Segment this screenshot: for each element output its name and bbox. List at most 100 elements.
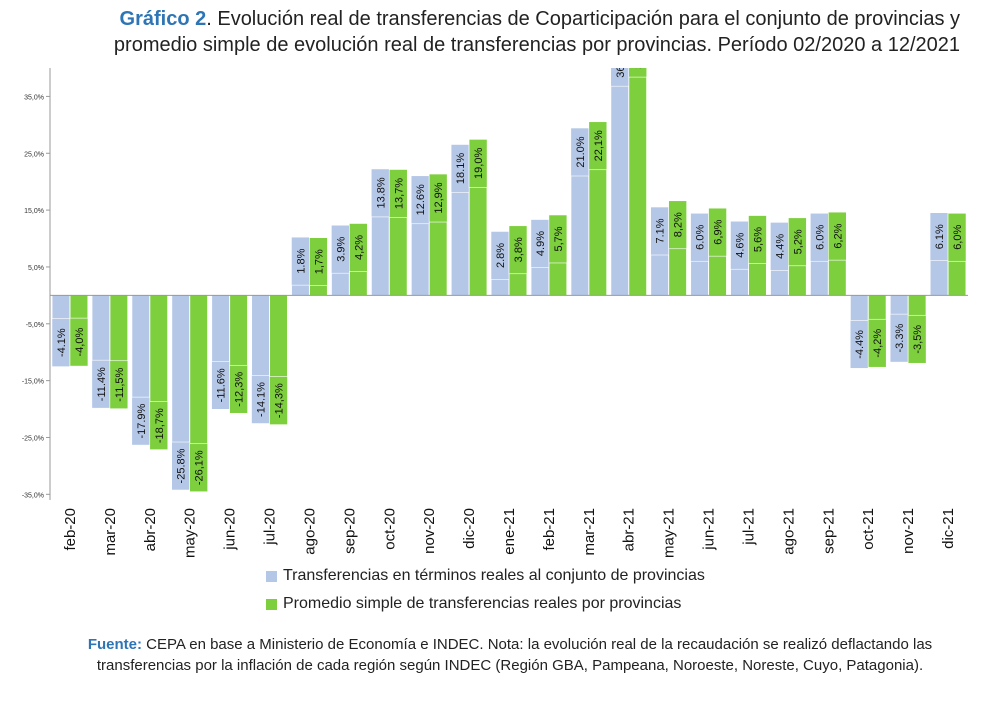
x-tick-label: sep-20 — [341, 508, 358, 554]
data-label-series-2: 8,2% — [673, 212, 685, 237]
data-label-series-1: 1.8% — [295, 248, 307, 273]
bar-series-2 — [349, 271, 367, 296]
bar-series-1 — [172, 295, 190, 443]
data-label-series-1: 36.8% — [615, 68, 627, 78]
bar-series-1 — [651, 255, 669, 296]
data-label-series-2: -12,3% — [234, 372, 246, 407]
data-label-box-series-2 — [867, 318, 887, 368]
data-label-box-series-2 — [349, 223, 368, 272]
legend-item-series-1: Transferencias en términos reales al con… — [266, 562, 705, 590]
source-text: CEPA en base a Ministerio de Economía e … — [96, 636, 933, 674]
chart-legend: Transferencias en términos reales al con… — [266, 562, 705, 618]
bar-series-2 — [110, 295, 128, 361]
data-label-box-series-2 — [508, 225, 528, 275]
data-label-box-series-2 — [668, 200, 687, 250]
legend-swatch-series-2 — [266, 598, 277, 610]
bar-series-2 — [868, 295, 886, 320]
y-tick-label: 25,0% — [24, 151, 44, 158]
data-label-series-2: 5,2% — [792, 229, 804, 254]
bar-series-1 — [611, 86, 629, 296]
bar-series-2 — [948, 261, 966, 296]
bar-series-1 — [730, 269, 748, 296]
bar-series-1 — [52, 295, 70, 319]
bar-series-2 — [549, 262, 567, 296]
bar-series-1 — [770, 270, 788, 296]
data-label-box-series-2 — [788, 217, 807, 267]
data-label-series-1: -4.4% — [854, 330, 866, 359]
x-tick-label: nov-20 — [421, 508, 438, 554]
data-label-series-2: 4,2% — [353, 235, 365, 260]
bar-series-1 — [571, 176, 589, 296]
y-tick-label: -15,0% — [22, 379, 44, 386]
x-tick-label: feb-20 — [62, 508, 79, 551]
data-label-series-1: 18.1% — [455, 153, 467, 184]
bar-series-1 — [850, 295, 868, 321]
x-tick-label: abr-21 — [621, 508, 638, 551]
data-label-box-series-2 — [907, 314, 927, 364]
x-tick-label: nov-21 — [900, 508, 917, 554]
data-label-series-1: 13.8% — [375, 177, 387, 208]
data-label-series-2: 5,6% — [752, 227, 764, 252]
source-label: Fuente: — [87, 636, 142, 653]
data-label-series-2: -11,5% — [114, 368, 126, 402]
x-tick-label: jul-21 — [740, 508, 757, 546]
bar-series-1 — [92, 295, 110, 361]
data-label-box-series-2 — [388, 169, 408, 218]
bar-series-1 — [531, 267, 549, 296]
bar-series-2 — [270, 295, 288, 377]
bar-series-1 — [371, 216, 389, 296]
data-label-box-series-2 — [947, 212, 967, 262]
data-label-box-series-2 — [828, 211, 847, 261]
data-label-box-series-2 — [269, 376, 288, 425]
data-label-box-series-2 — [468, 139, 488, 188]
source-note: Fuente: CEPA en base a Ministerio de Eco… — [70, 634, 950, 676]
bar-series-2 — [788, 265, 806, 296]
bar-series-2 — [190, 295, 208, 444]
x-tick-label: jun-21 — [701, 508, 718, 551]
bar-series-2 — [908, 295, 926, 316]
x-tick-label: jul-20 — [262, 508, 279, 546]
bar-series-1 — [132, 295, 150, 398]
data-label-series-1: -11.4% — [96, 367, 108, 401]
x-tick-label: ago-20 — [301, 508, 318, 555]
x-tick-label: oct-21 — [860, 508, 877, 550]
legend-label-series-1: Transferencias en términos reales al con… — [283, 567, 705, 584]
bar-series-1 — [491, 279, 509, 296]
data-label-box-series-2 — [309, 237, 328, 287]
data-label-box-series-2 — [229, 364, 248, 414]
data-label-series-2: 6,2% — [832, 223, 844, 248]
y-tick-label: 5,0% — [28, 265, 44, 272]
bar-series-2 — [828, 260, 846, 296]
data-label-series-1: 4.4% — [774, 234, 786, 259]
data-label-box-series-2 — [428, 173, 448, 223]
data-label-series-2: -3,5% — [912, 325, 924, 354]
bar-series-2 — [669, 248, 687, 296]
data-label-series-2: -14,3% — [274, 383, 286, 418]
data-label-box-series-2 — [149, 401, 169, 450]
data-label-box-series-2 — [708, 207, 727, 257]
bar-series-1 — [331, 273, 349, 296]
x-tick-label: jun-20 — [222, 508, 239, 551]
x-tick-label: dic-21 — [940, 508, 957, 549]
data-label-series-1: 6.0% — [695, 225, 707, 250]
data-label-series-1: 12.6% — [415, 184, 427, 215]
legend-item-series-2: Promedio simple de transferencias reales… — [266, 590, 705, 618]
legend-label-series-2: Promedio simple de transferencias reales… — [283, 595, 682, 612]
data-label-series-2: 13,7% — [393, 178, 405, 209]
bar-series-1 — [810, 261, 828, 296]
data-label-series-2: 12,9% — [433, 182, 445, 213]
bar-series-1 — [291, 285, 309, 296]
x-tick-label: ago-21 — [780, 508, 797, 555]
x-tick-label: feb-21 — [541, 508, 558, 551]
data-label-box-series-2 — [548, 214, 568, 264]
data-label-series-2: 6,0% — [952, 225, 964, 250]
y-tick-label: 15,0% — [24, 208, 44, 215]
bar-series-1 — [691, 261, 709, 296]
bar-series-2 — [389, 217, 407, 296]
data-label-series-1: -17.9% — [136, 403, 148, 438]
data-label-box-series-2 — [588, 121, 608, 171]
data-label-series-2: -4,0% — [74, 328, 86, 357]
data-label-series-1: -14.1% — [256, 382, 268, 417]
bar-series-2 — [230, 295, 248, 366]
data-label-series-1: 4.9% — [535, 231, 547, 256]
